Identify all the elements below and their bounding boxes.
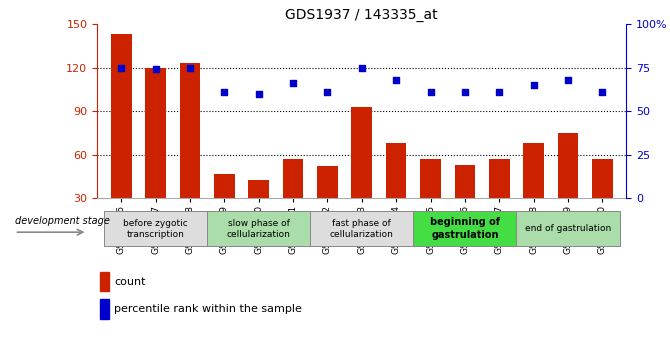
Point	[322, 89, 333, 95]
Bar	[557, 133, 578, 242]
Point	[150, 67, 161, 72]
Bar	[104, 211, 207, 246]
Point	[425, 89, 436, 95]
Text: percentile rank within the sample: percentile rank within the sample	[114, 304, 302, 314]
Point	[253, 91, 264, 97]
Bar	[214, 174, 234, 242]
Bar	[207, 211, 310, 246]
Text: slow phase of
cellularization: slow phase of cellularization	[226, 218, 291, 239]
Text: count: count	[114, 277, 145, 286]
Point	[563, 77, 574, 83]
Point	[391, 77, 401, 83]
Text: fast phase of
cellularization: fast phase of cellularization	[330, 218, 394, 239]
Text: development stage: development stage	[15, 216, 109, 226]
Point	[116, 65, 127, 70]
Bar	[180, 63, 200, 242]
Point	[460, 89, 470, 95]
Title: GDS1937 / 143335_at: GDS1937 / 143335_at	[285, 8, 438, 22]
Bar	[145, 68, 166, 242]
Bar	[523, 143, 544, 242]
Bar	[413, 211, 517, 246]
Bar	[517, 211, 620, 246]
Bar	[455, 165, 475, 242]
Bar	[283, 159, 304, 242]
Point	[494, 89, 505, 95]
Text: before zygotic
transcription: before zygotic transcription	[123, 218, 188, 239]
Point	[287, 81, 298, 86]
Point	[185, 65, 196, 70]
Bar	[249, 179, 269, 242]
Bar	[111, 34, 131, 242]
Bar	[352, 107, 372, 242]
Bar	[420, 159, 441, 242]
Point	[528, 82, 539, 88]
Point	[597, 89, 608, 95]
Point	[219, 89, 230, 95]
Bar	[489, 159, 510, 242]
Text: beginning of
gastrulation: beginning of gastrulation	[430, 217, 500, 240]
Point	[356, 65, 367, 70]
Bar	[100, 299, 109, 319]
Bar	[317, 166, 338, 242]
Bar	[386, 143, 407, 242]
Bar	[310, 211, 413, 246]
Text: end of gastrulation: end of gastrulation	[525, 224, 611, 233]
Bar	[592, 159, 612, 242]
Bar	[100, 272, 109, 291]
